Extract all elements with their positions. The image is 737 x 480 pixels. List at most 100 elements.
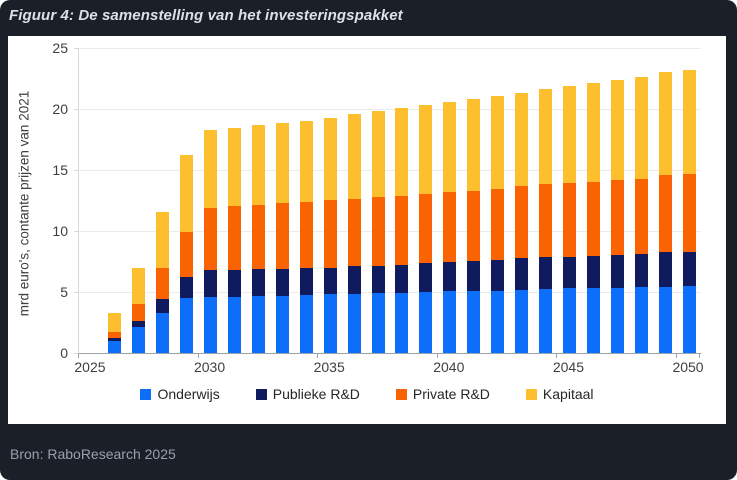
legend-swatch-icon [525,388,537,400]
bar-segment-private-r-d-2044 [539,184,552,258]
bar-segment-private-r-d-2041 [467,190,481,261]
legend-swatch-icon [255,388,267,400]
bar-segment-onderwijs-2034 [299,295,313,353]
y-tick-label: 25 [52,40,68,56]
bar-segment-publieke-r-d-2039 [419,263,433,292]
bar-segment-onderwijs-2044 [539,288,552,353]
bar-segment-publieke-r-d-2045 [562,256,576,289]
y-tick-label: 15 [52,162,68,178]
bar-segment-onderwijs-2050 [682,285,696,353]
legend-label: Kapitaal [542,386,594,402]
bar-segment-kapitaal-2040 [443,102,457,192]
bar-segment-private-r-d-2048 [634,178,648,254]
bar-segment-kapitaal-2035 [323,117,337,200]
legend-item: Private R&D [395,386,490,402]
bar-segment-kapitaal-2045 [562,86,576,184]
bar-segment-kapitaal-2030 [204,130,218,208]
bar-segment-private-r-d-2040 [443,191,457,263]
y-tick-mark [74,170,78,171]
bar-segment-publieke-r-d-2046 [586,256,600,289]
bar-segment-onderwijs-2046 [586,288,600,353]
gridline [79,48,701,49]
bar-segment-onderwijs-2039 [419,292,433,353]
bar-segment-private-r-d-2049 [658,175,672,253]
x-tick-mark [699,354,700,358]
chart-legend: Onderwijs Publieke R&D Private R&D Kapitaal [8,386,726,402]
y-tick-mark [74,353,78,354]
bar-segment-kapitaal-2031 [228,127,241,206]
gridline [79,231,701,232]
bar-segment-publieke-r-d-2041 [467,260,481,292]
bar-segment-kapitaal-2037 [371,111,385,197]
bar-segment-publieke-r-d-2044 [539,257,552,289]
plot-area [78,48,701,354]
bar-segment-private-r-d-2047 [610,179,624,255]
y-tick-mark [74,231,78,232]
bar-segment-private-r-d-2026 [108,331,122,339]
bar-segment-private-r-d-2031 [228,205,241,271]
bar-segment-private-r-d-2028 [156,268,170,300]
bar-segment-kapitaal-2039 [419,105,433,194]
bar-segment-kapitaal-2038 [395,108,409,196]
bar-segment-private-r-d-2043 [515,186,529,259]
y-tick-mark [74,48,78,49]
bar-segment-publieke-r-d-2047 [610,254,624,288]
bar-segment-onderwijs-2049 [658,286,672,353]
bar-segment-private-r-d-2046 [586,181,600,256]
x-tick-mark [436,354,438,358]
x-tick-label: 2040 [433,359,465,375]
bar-segment-kapitaal-2026 [108,312,122,332]
bar-segment-onderwijs-2032 [251,296,265,353]
bar-segment-private-r-d-2042 [491,188,505,260]
bar-segment-publieke-r-d-2035 [323,267,337,295]
x-tick-mark [556,354,558,358]
bar-segment-kapitaal-2027 [132,268,146,305]
bar-segment-publieke-r-d-2031 [228,270,241,297]
bar-segment-kapitaal-2033 [275,123,289,203]
bar-segment-onderwijs-2042 [491,290,505,353]
bar-segment-publieke-r-d-2050 [682,251,696,286]
bar-segment-publieke-r-d-2030 [204,270,218,297]
bar-segment-publieke-r-d-2040 [443,262,457,292]
bar-segment-onderwijs-2041 [467,291,481,353]
bar-segment-onderwijs-2043 [515,289,529,353]
source-text: Bron: RaboResearch 2025 [10,446,176,462]
bar-segment-kapitaal-2043 [515,93,529,187]
bar-segment-publieke-r-d-2048 [634,253,648,287]
bar-segment-private-r-d-2050 [682,173,696,252]
bar-segment-kapitaal-2049 [658,72,672,176]
x-tick-label: 2045 [552,359,584,375]
bar-segment-publieke-r-d-2037 [371,265,385,294]
bar-segment-onderwijs-2028 [156,312,170,353]
bar-segment-onderwijs-2038 [395,292,409,353]
bar-segment-kapitaal-2046 [586,83,600,182]
gridline [79,292,701,293]
bar-segment-publieke-r-d-2034 [299,268,313,296]
x-tick-label: 2030 [193,359,226,375]
x-tick-mark [78,354,79,358]
bar-segment-onderwijs-2035 [323,294,337,353]
legend-item: Kapitaal [525,386,594,402]
legend-item: Publieke R&D [255,386,360,402]
bar-segment-onderwijs-2031 [228,296,241,353]
bar-segment-kapitaal-2044 [539,89,552,185]
bar-segment-private-r-d-2029 [180,231,194,278]
y-tick-label: 20 [52,101,68,117]
legend-label: Onderwijs [157,386,220,402]
bar-segment-kapitaal-2042 [491,96,505,189]
bar-segment-kapitaal-2032 [251,125,265,205]
bar-segment-publieke-r-d-2026 [108,338,122,341]
legend-swatch-icon [140,388,152,400]
bar-segment-onderwijs-2027 [132,326,146,353]
bar-segment-kapitaal-2047 [610,79,624,180]
bar-segment-onderwijs-2030 [204,296,218,353]
chart-panel: mrd euro's, contante prijzen van 2021 On… [8,36,726,424]
bar-segment-onderwijs-2040 [443,291,457,353]
gridline [79,109,701,110]
bar-segment-onderwijs-2026 [108,340,122,353]
bar-segment-private-r-d-2033 [275,202,289,269]
bar-segment-private-r-d-2037 [371,196,385,266]
bar-segment-onderwijs-2048 [634,286,648,353]
bar-segment-publieke-r-d-2036 [347,266,361,294]
